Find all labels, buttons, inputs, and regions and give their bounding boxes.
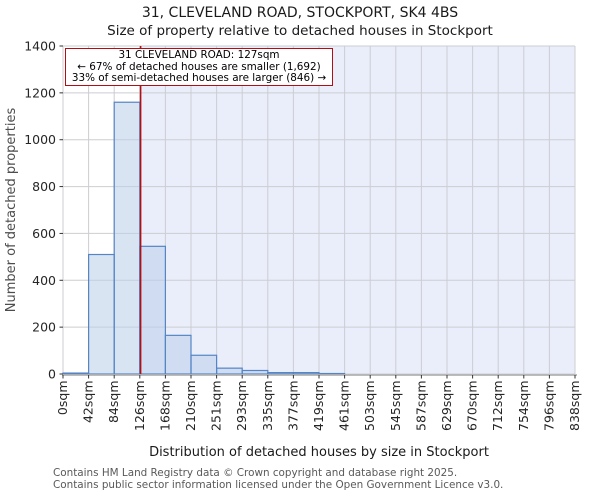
y-tick-label: 400 [32,273,56,288]
tick-marks [59,45,576,379]
bar [293,372,319,374]
bar [216,368,243,374]
annotation-smaller-line: ← 67% of detached houses are smaller (1,… [77,60,321,73]
annotation-property-line: 31 CLEVELAND ROAD: 127sqm [118,49,280,61]
footer-line-2: Contains public sector information licen… [53,478,504,491]
x-tick-label: 670sqm [465,381,480,431]
x-tick-label: 503sqm [362,381,377,431]
footer-line-1: Contains HM Land Registry data © Crown c… [53,467,458,479]
bars [63,102,345,374]
x-tick-label: 335sqm [260,381,275,431]
bar-edge [62,372,90,375]
bar [165,335,191,374]
y-tick-label: 1000 [24,132,56,147]
x-tick-label: 461sqm [337,381,352,431]
bar [242,370,268,374]
y-tick-label: 0 [48,367,56,382]
x-tick-label: 251sqm [209,381,224,431]
x-tick-label: 545sqm [388,381,403,431]
x-tick-label: 419sqm [311,381,326,431]
x-tick-label: 84sqm [106,381,121,424]
footer-attribution: Contains HM Land Registry data © Crown c… [53,467,593,491]
chart-title: 31, CLEVELAND ROAD, STOCKPORT, SK4 4BS [141,5,459,21]
bar [88,254,115,374]
annotation-larger-line: 33% of semi-detached houses are larger (… [71,72,327,85]
x-tick-label: 168sqm [157,381,172,431]
shaded-region-larger [140,46,575,374]
x-tick-label: 796sqm [541,381,556,431]
x-tick-label: 838sqm [567,381,582,431]
bar [191,355,217,374]
y-tick-label: 1400 [24,39,56,54]
x-tick-label: 210sqm [183,381,198,431]
bar [267,372,294,374]
y-axis-title: Number of detached properties [4,108,19,313]
annotation-box: 31 CLEVELAND ROAD: 127sqm ← 67% of detac… [65,48,333,86]
x-tick-label: 712sqm [490,381,505,431]
x-tick-label: 754sqm [516,381,531,431]
y-tick-label: 600 [32,226,56,241]
bar [139,246,166,374]
bar-edge [190,354,218,375]
x-tick-label: 587sqm [413,381,428,431]
chart-subtitle: Size of property relative to detached ho… [107,23,493,39]
x-tick-label: 377sqm [285,381,300,431]
x-tick-label: 0sqm [55,381,70,416]
x-tick-label: 42sqm [81,381,96,424]
y-tick-label: 200 [32,320,56,335]
x-axis-title: Distribution of detached houses by size … [149,445,489,460]
y-tick-labels: 0 200 400 600 800 1000 1200 1400 [24,39,56,382]
x-tick-label: 126sqm [132,381,147,431]
x-tick-label: 293sqm [234,381,249,431]
y-tick-label: 1200 [24,85,56,100]
x-tick-labels: 0sqm 42sqm 84sqm 126sqm 168sqm 210sqm 251sqm 29… [55,381,582,431]
y-tick-label: 800 [32,179,56,194]
x-tick-label: 629sqm [439,381,454,431]
bar [114,102,140,374]
